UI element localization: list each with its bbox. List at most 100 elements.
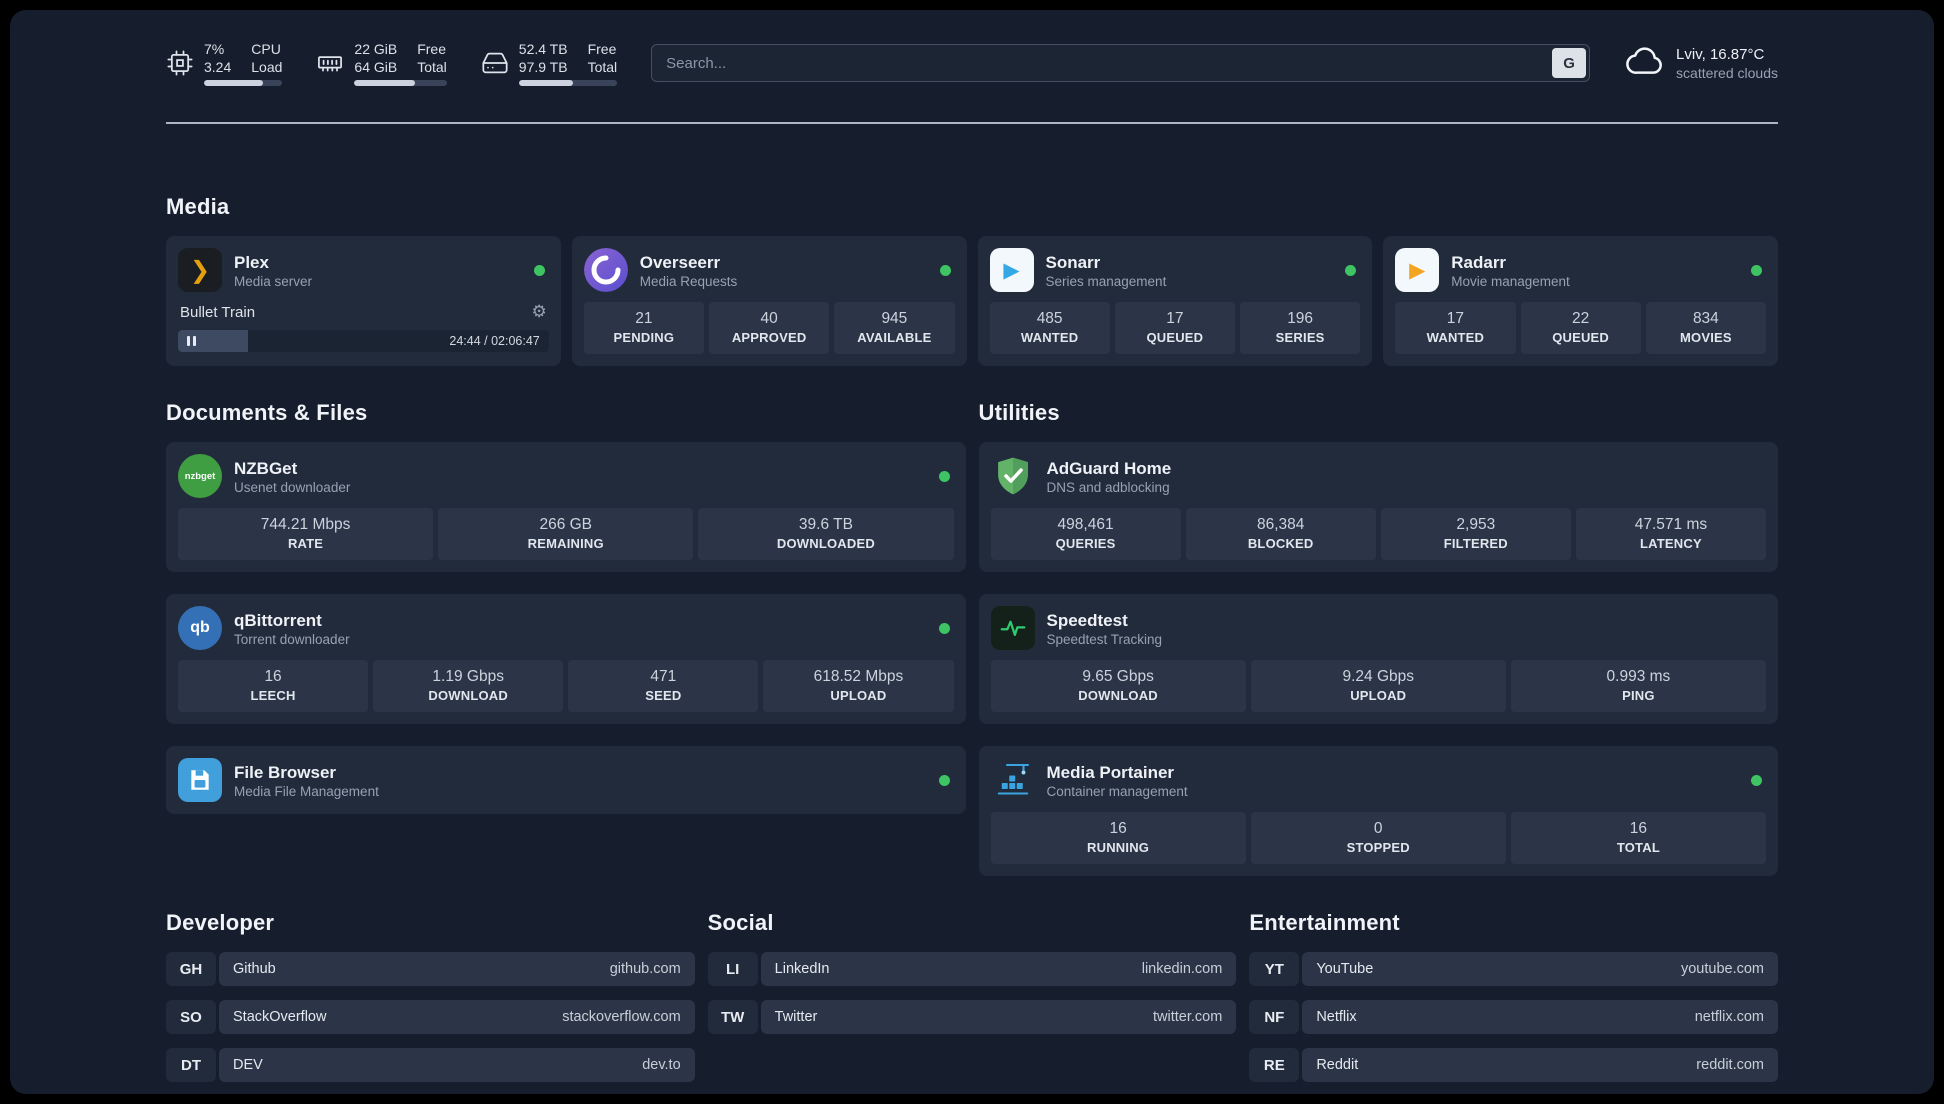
stat-seed: 471 SEED	[568, 660, 759, 713]
stat-download: 1.19 Gbps DOWNLOAD	[373, 660, 564, 713]
nzbget-title: NZBGet	[234, 458, 298, 478]
bookmark-url: twitter.com	[1153, 1009, 1223, 1026]
stat-value: 16	[264, 668, 282, 686]
stat-value: 2,953	[1456, 516, 1496, 534]
stat-value: 17	[1446, 310, 1464, 328]
bookmark-twitter[interactable]: TW Twitter twitter.com	[707, 1000, 1237, 1035]
speedtest-subtitle: Speedtest Tracking	[1046, 632, 1163, 647]
utilities-section: Utilities AdGuard Home	[978, 366, 1778, 877]
memory-total-value: 64 GiB	[354, 59, 398, 76]
memory-icon	[316, 49, 344, 77]
filebrowser-status-online-dot	[938, 774, 950, 786]
social-section-title: Social	[707, 910, 774, 936]
bookmark-name: Twitter	[774, 1009, 818, 1026]
stat-downloaded: 39.6 TB DOWNLOADED	[698, 508, 954, 561]
stat-latency: 47.571 ms LATENCY	[1575, 508, 1766, 561]
bookmark-github[interactable]: GH Github github.com	[166, 952, 695, 987]
filebrowser-card[interactable]: File Browser Media File Management	[166, 746, 966, 815]
stat-value: 744.21 Mbps	[260, 516, 351, 534]
stat-value: 39.6 TB	[798, 516, 853, 534]
memory-free-value: 22 GiB	[354, 41, 398, 57]
plex-subtitle: Media server	[234, 274, 313, 289]
bookmark-reddit[interactable]: RE Reddit reddit.com	[1249, 1048, 1778, 1083]
bookmark-url: youtube.com	[1680, 961, 1764, 978]
twitter-abbr-icon: TW	[707, 1000, 758, 1035]
sonarr-card[interactable]: ▶ Sonarr Series management 485 WANTED 17…	[977, 236, 1373, 367]
bookmark-name: LinkedIn	[774, 961, 830, 978]
bookmark-name: Reddit	[1316, 1057, 1359, 1074]
stat-value: 945	[881, 310, 908, 328]
search-input[interactable]	[666, 54, 1553, 72]
weather-widget[interactable]: Lviv, 16.87°C scattered clouds	[1624, 41, 1778, 86]
stat-label: FILTERED	[1443, 536, 1508, 552]
nzbget-subtitle: Usenet downloader	[234, 480, 351, 495]
bookmark-name: Github	[233, 961, 276, 978]
stat-label: DOWNLOAD	[428, 688, 508, 704]
stat-label: TOTAL	[1616, 840, 1660, 856]
search-engine-button[interactable]: G	[1552, 48, 1587, 79]
bookmark-youtube[interactable]: YT YouTube youtube.com	[1249, 952, 1778, 987]
stat-label: STOPPED	[1346, 840, 1410, 856]
qbittorrent-card[interactable]: qb qBittorrent Torrent downloader 16 LEE…	[166, 594, 966, 725]
qbittorrent-icon: qb	[178, 606, 222, 651]
stat-label: RUNNING	[1087, 840, 1150, 856]
bookmark-linkedin[interactable]: LI LinkedIn linkedin.com	[707, 952, 1237, 987]
stat-label: SERIES	[1275, 330, 1325, 346]
stat-label: DOWNLOAD	[1078, 688, 1158, 704]
playback-progress-bar[interactable]: 24:44 / 02:06:47	[178, 330, 549, 353]
portainer-card[interactable]: Media Portainer Container management 16 …	[978, 746, 1778, 877]
cloud-icon	[1624, 41, 1664, 86]
search-bar[interactable]: G	[651, 44, 1591, 83]
stat-value: 618.52 Mbps	[813, 668, 904, 686]
cpu-icon	[166, 49, 194, 77]
pause-button[interactable]	[187, 330, 196, 352]
portainer-title: Media Portainer	[1046, 762, 1175, 782]
bookmark-stackoverflow[interactable]: SO StackOverflow stackoverflow.com	[166, 1000, 695, 1035]
stat-value: 22	[1572, 310, 1590, 328]
disk-total-label: Total	[587, 59, 618, 76]
overseerr-card[interactable]: Overseerr Media Requests 21 PENDING 40 A…	[571, 236, 967, 367]
nzbget-status-online-dot	[938, 470, 950, 482]
cpu-metric: 7% CPU 3.24 Load	[166, 40, 283, 87]
disk-free-label: Free	[587, 41, 617, 57]
adguard-card[interactable]: AdGuard Home DNS and adblocking 498,461 …	[978, 442, 1778, 573]
stat-value: 47.571 ms	[1634, 516, 1708, 534]
stat-upload: 9.24 Gbps UPLOAD	[1250, 660, 1506, 713]
plex-card[interactable]: ❯ Plex Media server Bullet Train ⚙ 24:44…	[166, 236, 561, 367]
bookmark-url: stackoverflow.com	[562, 1009, 681, 1026]
radarr-card[interactable]: ▶ Radarr Movie management 17 WANTED 22 Q…	[1383, 236, 1778, 367]
stat-leech: 16 LEECH	[178, 660, 369, 713]
stat-label: WANTED	[1020, 330, 1079, 346]
cpu-label: CPU	[251, 41, 281, 57]
stat-running: 16 RUNNING	[990, 812, 1246, 865]
sonarr-status-online-dot	[1345, 264, 1357, 276]
qbittorrent-status-online-dot	[938, 622, 950, 634]
stat-label: PING	[1622, 688, 1655, 704]
stat-value: 21	[635, 310, 653, 328]
linkedin-abbr-icon: LI	[707, 952, 758, 987]
nzbget-card[interactable]: nzbget NZBGet Usenet downloader 744.21 M…	[166, 442, 966, 573]
stat-label: QUEUED	[1146, 330, 1204, 346]
radarr-icon: ▶	[1395, 248, 1440, 293]
stat-remaining: 266 GB REMAINING	[438, 508, 694, 561]
speedtest-card[interactable]: Speedtest Speedtest Tracking 9.65 Gbps D…	[978, 594, 1778, 725]
netflix-abbr-icon: NF	[1249, 1000, 1300, 1035]
stat-filtered: 2,953 FILTERED	[1380, 508, 1571, 561]
qbittorrent-title: qBittorrent	[234, 610, 322, 630]
gear-icon[interactable]: ⚙	[531, 302, 547, 322]
sonarr-title: Sonarr	[1045, 252, 1101, 272]
bookmark-dev[interactable]: DT DEV dev.to	[166, 1048, 695, 1083]
stackoverflow-abbr-icon: SO	[166, 1000, 216, 1035]
stat-value: 9.65 Gbps	[1082, 668, 1154, 686]
filebrowser-subtitle: Media File Management	[234, 784, 379, 799]
stat-series: 196 SERIES	[1240, 302, 1361, 355]
overseerr-status-online-dot	[939, 264, 951, 276]
stat-label: BLOCKED	[1247, 536, 1314, 552]
github-abbr-icon: GH	[166, 952, 216, 987]
reddit-abbr-icon: RE	[1249, 1048, 1300, 1083]
bookmark-name: YouTube	[1316, 961, 1374, 978]
topbar-divider	[166, 122, 1778, 125]
cpu-load-label: Load	[251, 59, 283, 76]
bookmark-netflix[interactable]: NF Netflix netflix.com	[1249, 1000, 1778, 1035]
